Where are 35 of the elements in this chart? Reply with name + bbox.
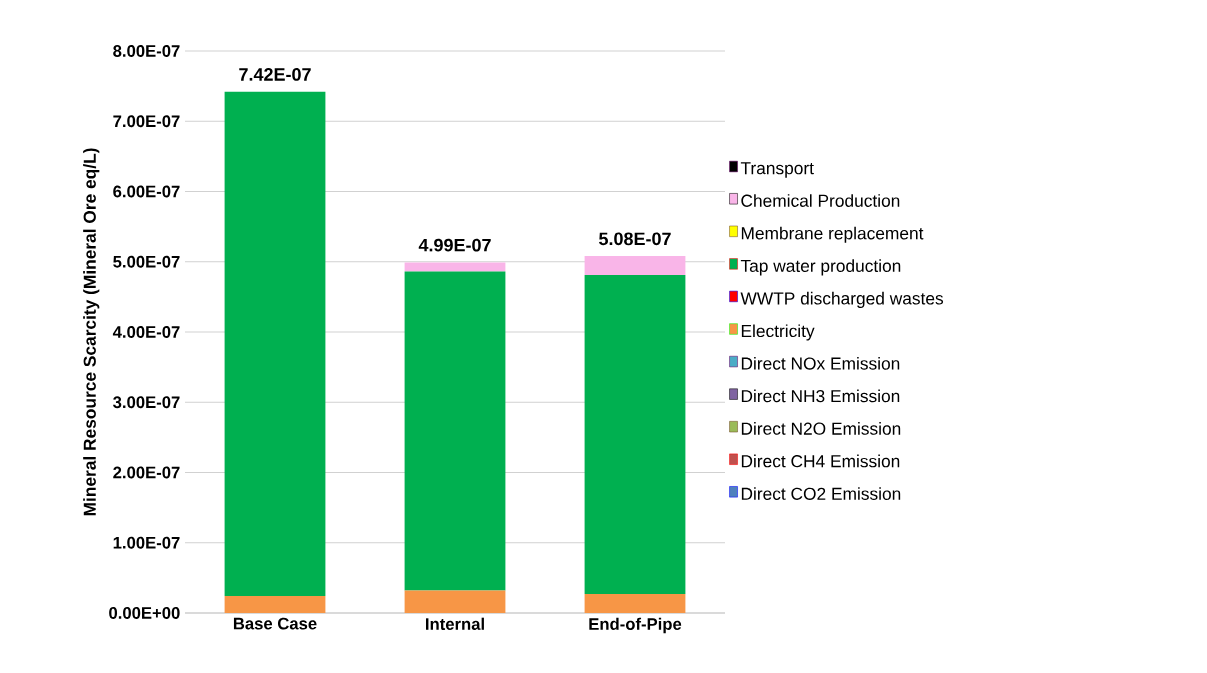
x-tick-label: End-of-Pipe — [589, 617, 682, 634]
legend-label: Direct CH4 Emission — [741, 454, 900, 468]
legend-label: Direct CO2 Emission — [741, 487, 901, 500]
y-tick-label: 0.00E+00 — [109, 607, 180, 619]
bar — [584, 275, 686, 595]
y-tick-label: 3.00E-07 — [113, 396, 180, 409]
legend-label: Membrane replacement — [741, 226, 924, 243]
legend-label: Direct NH3 Emission — [741, 389, 900, 403]
y-tick-label: 1.00E-07 — [113, 536, 180, 549]
y-tick-label: 2.00E-07 — [113, 466, 180, 479]
x-tick-label: Internal — [426, 617, 484, 630]
legend-label: Electricity — [741, 324, 815, 341]
legend-label: WWTP discharged wastes — [740, 291, 944, 308]
total-label: 7.42E-07 — [239, 68, 311, 81]
bar — [584, 594, 686, 613]
y-tick-label: 6.00E-07 — [113, 185, 180, 198]
y-tick-label: 8.00E-07 — [113, 45, 180, 57]
bar — [224, 91, 326, 597]
bar — [404, 271, 506, 591]
legend-label: Chemical Production — [741, 194, 900, 207]
y-tick-label: 7.00E-07 — [113, 115, 180, 128]
total-label: 5.08E-07 — [599, 232, 671, 246]
bar — [404, 590, 506, 613]
bar — [404, 262, 506, 272]
y-tick-label: 5.00E-07 — [113, 255, 180, 268]
bar — [584, 256, 686, 276]
y-axis-title: Mineral Resource Scarcity (Mineral Ore eq/L) — [83, 148, 100, 516]
legend-label: Direct NOx Emission — [741, 356, 900, 370]
y-tick-label: 4.00E-07 — [112, 326, 180, 338]
legend-label: Tap water production — [740, 259, 901, 276]
legend-label: Transport — [740, 162, 814, 178]
bar — [224, 596, 326, 613]
x-tick-label: Base Case — [233, 617, 317, 630]
total-label: 4.99E-07 — [418, 238, 491, 252]
legend-label: Direct N2O Emission — [741, 422, 901, 435]
